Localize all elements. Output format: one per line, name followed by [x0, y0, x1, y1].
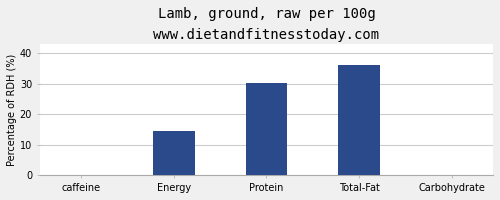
- Title: Lamb, ground, raw per 100g
www.dietandfitnesstoday.com: Lamb, ground, raw per 100g www.dietandfi…: [154, 7, 380, 42]
- Bar: [338, 65, 380, 175]
- Bar: [246, 83, 287, 175]
- Bar: [153, 131, 194, 175]
- Y-axis label: Percentage of RDH (%): Percentage of RDH (%): [7, 54, 17, 166]
